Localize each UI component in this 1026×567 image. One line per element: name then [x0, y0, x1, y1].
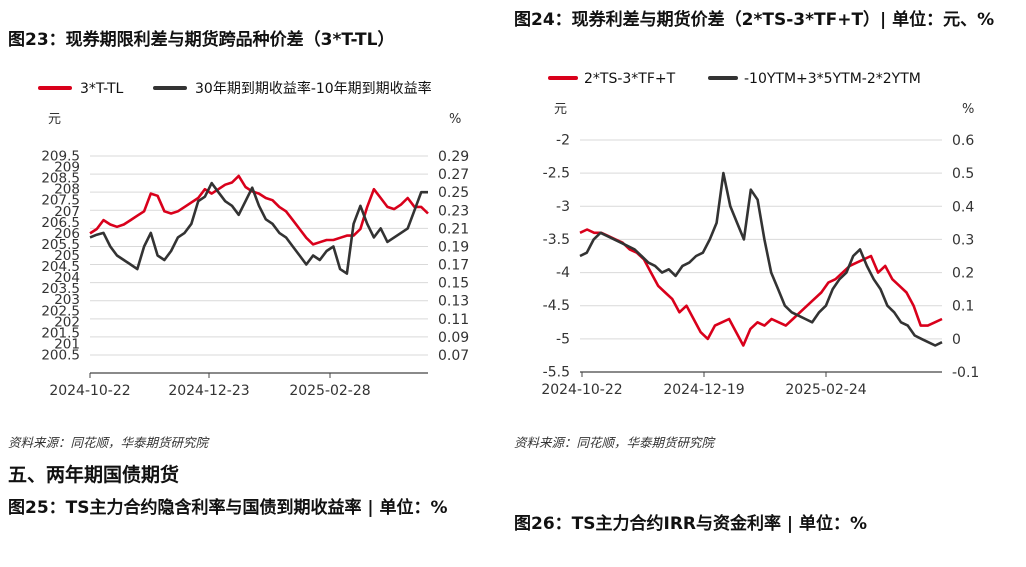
- legend-label-futures-spread: 2*TS-3*TF+T: [584, 71, 676, 87]
- y-tick-label-left: -3: [556, 199, 570, 215]
- y-tick-label-left: -4.5: [543, 298, 570, 314]
- y-tick-label-right: 0.5: [952, 166, 974, 182]
- y-tick-label-right: 0.25: [438, 185, 469, 201]
- legend-label-yield-spread: 30年期到期收益率-10年期到期收益率: [195, 80, 432, 97]
- x-tick-label: 2025-02-24: [785, 382, 866, 398]
- y-tick-label-left: 206: [54, 226, 80, 242]
- y-tick-label-right: 0.17: [438, 258, 469, 274]
- x-tick-label: 2024-10-22: [49, 383, 130, 399]
- y-tick-label-left: 209.5: [41, 149, 80, 165]
- y-tick-label-right: 0.3: [952, 232, 974, 248]
- chart-title-fig26: 图26：TS主力合约IRR与资金利率 | 单位：%: [514, 514, 868, 534]
- y-tick-label-right: 0.29: [438, 149, 469, 165]
- y-tick-label-left: -5.5: [543, 365, 570, 381]
- y-tick-label-left: -2: [556, 133, 570, 149]
- y-tick-label-right: 0.11: [438, 312, 469, 328]
- y-tick-label-right: 0: [952, 332, 961, 348]
- y-tick-label-left: 202: [54, 314, 80, 330]
- chart-title-fig24: 图24：现券利差与期货价差（2*TS-3*TF+T）| 单位：元、%: [514, 10, 995, 30]
- y-tick-label-right: 0.6: [952, 133, 974, 149]
- y-tick-label-right: 0.19: [438, 239, 469, 255]
- series-line-red: [579, 228, 943, 347]
- legend-label-ytm-spread: -10YTM+3*5YTM-2*2YTM: [744, 71, 921, 87]
- y-tick-label-right: 0.1: [952, 299, 974, 315]
- y-tick-label-left: 208.5: [41, 171, 80, 187]
- series-line-dark: [579, 171, 943, 347]
- y-tick-label-left: 206.5: [41, 215, 80, 231]
- y-tick-label-left: -3.5: [543, 232, 570, 248]
- y-tick-label-left: 201: [54, 336, 80, 352]
- legend-label-3t-tl: 3*T-TL: [80, 81, 123, 97]
- y-tick-label-left: 207.5: [41, 193, 80, 209]
- x-tick-label: 2024-12-23: [168, 383, 249, 399]
- y-tick-label-right: 0.07: [438, 348, 469, 364]
- y-tick-label-right: 0.09: [438, 330, 469, 346]
- section-heading: 五、两年期国债期货: [8, 464, 180, 486]
- y-tick-label-left: 203: [54, 292, 80, 308]
- chart-fig24: 2*TS-3*TF+T -10YTM+3*5YTM-2*2YTM 元 % -5.…: [541, 71, 979, 398]
- y-tick-label-left: 202.5: [41, 303, 80, 319]
- chart-title-fig23: 图23：现券期限利差与期货跨品种价差（3*T-TL）: [8, 30, 395, 50]
- y-tick-label-left: -2.5: [543, 166, 570, 182]
- left-axis-unit: 元: [48, 112, 61, 127]
- y-tick-label-left: 200.5: [41, 348, 80, 364]
- source-note-fig24: 资料来源：同花顺，华泰期货研究院: [514, 435, 715, 450]
- y-tick-label-left: 209: [54, 160, 80, 176]
- y-tick-label-left: 208: [54, 182, 80, 198]
- source-note-fig23: 资料来源：同花顺，华泰期货研究院: [8, 435, 209, 450]
- y-tick-label-left: 205: [54, 248, 80, 264]
- y-tick-label-right: -0.1: [952, 365, 979, 381]
- x-tick-label: 2025-02-28: [289, 383, 370, 399]
- chart-title-fig25: 图25：TS主力合约隐含利率与国债到期收益率 | 单位：%: [8, 498, 448, 518]
- y-tick-label-left: 203.5: [41, 281, 80, 297]
- y-tick-label-left: 201.5: [41, 325, 80, 341]
- y-tick-label-right: 0.13: [438, 294, 469, 310]
- y-tick-label-left: 207: [54, 204, 80, 220]
- y-tick-label-left: 204.5: [41, 259, 80, 275]
- y-tick-label-right: 0.15: [438, 276, 469, 292]
- y-tick-label-right: 0.21: [438, 221, 469, 237]
- x-tick-label: 2024-10-22: [541, 382, 622, 398]
- legend: 2*TS-3*TF+T -10YTM+3*5YTM-2*2YTM: [548, 71, 921, 87]
- x-tick-label: 2024-12-19: [663, 382, 744, 398]
- y-tick-label-left: -5: [556, 331, 570, 347]
- right-axis-unit: %: [449, 112, 461, 127]
- right-axis-unit: %: [962, 102, 974, 117]
- y-tick-label-left: -4: [556, 265, 570, 281]
- y-tick-label-left: 205.5: [41, 237, 80, 253]
- series-line-dark: [89, 181, 428, 275]
- y-tick-label-right: 0.23: [438, 203, 469, 219]
- chart-fig23: 3*T-TL 30年期到期收益率-10年期到期收益率 元 % 200.52012…: [38, 80, 469, 399]
- legend: 3*T-TL 30年期到期收益率-10年期到期收益率: [38, 80, 432, 97]
- y-tick-label-left: 204: [54, 270, 80, 286]
- series-line-red: [89, 174, 429, 246]
- y-tick-label-right: 0.27: [438, 167, 469, 183]
- y-tick-label-right: 0.4: [952, 199, 974, 215]
- left-axis-unit: 元: [554, 102, 567, 117]
- y-tick-label-right: 0.2: [952, 266, 974, 282]
